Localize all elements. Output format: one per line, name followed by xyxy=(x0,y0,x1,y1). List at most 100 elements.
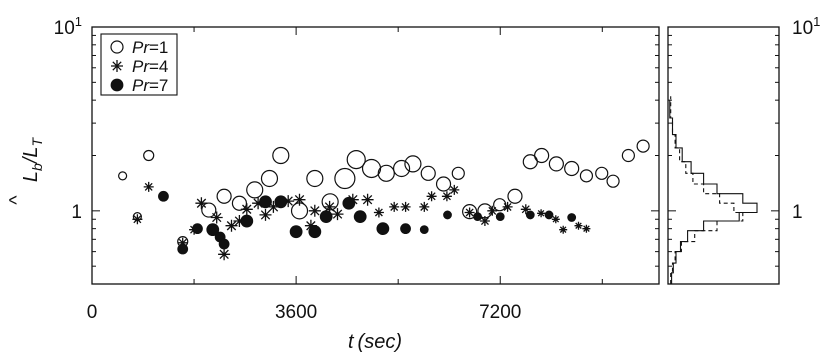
legend-marker-asterisk xyxy=(111,60,123,72)
histogram-dashed-line xyxy=(670,96,744,284)
data-point-filled-circle xyxy=(177,243,189,255)
y-tick-label-right: 1 xyxy=(792,202,803,223)
data-point-asterisk xyxy=(233,215,246,227)
data-point-open-circle xyxy=(216,188,232,204)
legend: Pr=1Pr=4Pr=7 xyxy=(100,33,178,96)
data-point-open-circle xyxy=(377,164,395,182)
data-point-open-circle xyxy=(334,167,356,190)
data-point-asterisk xyxy=(361,193,374,206)
y-axis-title-main: L xyxy=(20,171,42,182)
histogram-panel-frame xyxy=(667,26,780,285)
data-point-asterisk xyxy=(323,200,336,213)
data-point-filled-circle xyxy=(353,210,367,224)
data-point-open-circle xyxy=(621,148,635,163)
histogram-lines xyxy=(669,96,758,284)
data-point-asterisk xyxy=(582,224,591,233)
data-point-asterisk xyxy=(304,219,317,232)
data-point-filled-circle xyxy=(192,223,203,235)
data-point-filled-circle xyxy=(289,225,303,239)
data-point-open-circle xyxy=(435,176,452,192)
legend-label-value: =4 xyxy=(149,57,168,76)
y-axis-title-sub-T: T xyxy=(29,136,45,146)
x-tick-label: 0 xyxy=(87,302,98,323)
data-point-asterisk xyxy=(177,237,188,248)
data-point-filled-circle xyxy=(525,210,535,220)
data-point-filled-circle xyxy=(376,222,390,236)
data-point-asterisk xyxy=(479,216,490,226)
data-point-asterisk xyxy=(400,201,411,212)
data-point-open-circle xyxy=(548,156,564,172)
data-point-asterisk xyxy=(520,204,531,215)
data-point-asterisk xyxy=(487,205,498,216)
data-point-open-circle xyxy=(118,171,128,181)
data-point-open-circle xyxy=(507,188,523,204)
legend-label: Pr=7 xyxy=(132,76,168,95)
tick-label-base: 10 xyxy=(792,18,813,39)
x-axis-title: t (sec) xyxy=(348,331,402,353)
data-point-filled-circle xyxy=(419,225,429,235)
data-point-open-circle xyxy=(392,159,411,178)
data-point-asterisk xyxy=(574,221,583,230)
data-point-open-circle xyxy=(346,149,366,170)
x-tick-label: 7200 xyxy=(479,302,521,323)
data-point-asterisk xyxy=(195,197,208,210)
data-point-open-circle xyxy=(306,169,324,188)
data-point-asterisk xyxy=(240,203,253,216)
legend-marker-filled-circle xyxy=(110,78,124,92)
data-point-asterisk xyxy=(426,191,437,202)
data-point-filled-circle xyxy=(158,190,169,202)
y-tick-label-left: 101 xyxy=(54,14,82,39)
legend-rows: Pr=1Pr=4Pr=7 xyxy=(110,38,168,95)
data-point-filled-circle xyxy=(443,210,452,220)
data-point-asterisk xyxy=(308,204,321,217)
legend-label-value: =7 xyxy=(149,76,168,95)
data-point-filled-circle xyxy=(567,213,577,222)
data-point-open-circle xyxy=(595,166,609,180)
legend-label-var: Pr xyxy=(132,76,150,95)
data-point-asterisk xyxy=(449,184,460,195)
data-point-filled-circle xyxy=(218,238,230,250)
data-point-filled-circle xyxy=(240,214,254,228)
x-axis-title-var: t xyxy=(348,331,355,353)
data-point-open-circle xyxy=(564,160,580,177)
data-point-asterisk xyxy=(559,225,568,234)
data-point-open-circle xyxy=(246,181,264,199)
data-point-open-circle xyxy=(272,146,290,165)
data-point-open-circle xyxy=(451,166,465,180)
data-point-asterisk xyxy=(419,201,430,212)
data-point-filled-circle xyxy=(473,212,482,222)
svg-text:Lb/LT: Lb/LT xyxy=(20,136,45,182)
data-point-asterisk xyxy=(502,201,513,212)
data-point-asterisk xyxy=(252,197,265,210)
legend-label-var: Pr xyxy=(132,57,150,76)
legend-label-value: =1 xyxy=(149,38,168,57)
data-point-asterisk xyxy=(551,215,560,224)
data-point-open-circle xyxy=(143,149,155,162)
data-point-asterisk xyxy=(218,248,231,261)
data-point-filled-circle xyxy=(259,195,272,209)
data-point-open-circle xyxy=(462,204,478,220)
tick-label-base: 10 xyxy=(54,18,75,39)
data-point-filled-circle xyxy=(400,223,411,235)
data-point-filled-circle xyxy=(206,223,220,237)
data-point-asterisk xyxy=(225,219,238,232)
data-point-filled-circle xyxy=(308,225,322,239)
histogram-solid-line xyxy=(669,100,758,284)
tick-label-exponent: 1 xyxy=(75,14,82,29)
y-axis-title-sub-b: b xyxy=(29,163,45,171)
data-point-open-circle xyxy=(404,155,422,173)
data-point-asterisk xyxy=(464,207,475,218)
data-point-asterisk xyxy=(267,200,280,213)
data-point-asterisk xyxy=(537,209,546,218)
data-point-filled-circle xyxy=(319,210,333,224)
data-point-open-circle xyxy=(493,198,507,212)
y-axis-title: Lb/LT ^ xyxy=(6,136,45,204)
data-point-asterisk xyxy=(441,191,452,202)
data-point-filled-circle xyxy=(274,195,288,209)
data-point-asterisk xyxy=(132,214,143,225)
data-point-filled-circle xyxy=(495,212,505,222)
data-point-asterisk xyxy=(293,193,306,206)
data-point-open-circle xyxy=(534,147,550,164)
